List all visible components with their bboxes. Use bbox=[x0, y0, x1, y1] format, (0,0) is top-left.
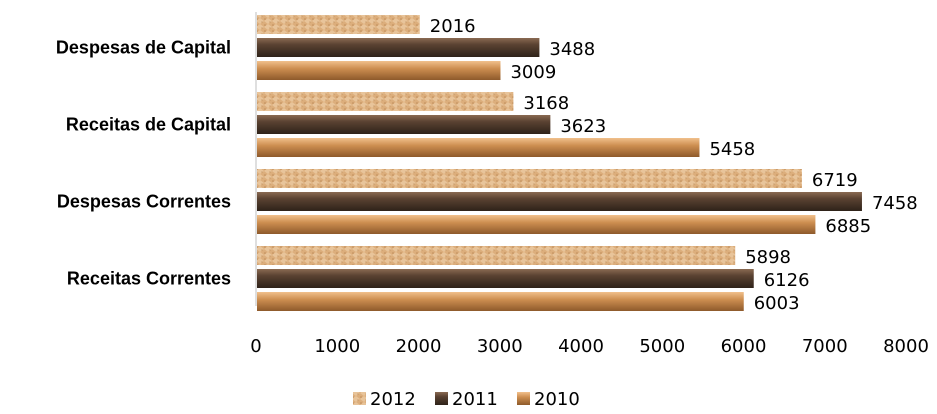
x-tick-label: 4000 bbox=[558, 336, 604, 357]
data-label: 2016 bbox=[430, 16, 476, 37]
legend-swatch bbox=[353, 392, 366, 405]
data-label: 6003 bbox=[754, 293, 800, 314]
x-tick-label: 2000 bbox=[396, 336, 442, 357]
x-tick-label: 6000 bbox=[721, 336, 767, 357]
x-tick-label: 8000 bbox=[883, 336, 929, 357]
data-label: 5458 bbox=[709, 139, 755, 160]
bar-2010 bbox=[257, 292, 744, 311]
data-label: 3168 bbox=[523, 93, 569, 114]
legend-swatch bbox=[435, 392, 448, 405]
x-tick-label: 7000 bbox=[802, 336, 848, 357]
legend-label: 2010 bbox=[534, 389, 580, 410]
legend-label: 2012 bbox=[370, 389, 416, 410]
x-tick-label: 3000 bbox=[477, 336, 523, 357]
bar-2010 bbox=[257, 215, 816, 234]
data-label: 6719 bbox=[812, 170, 858, 191]
data-label: 3623 bbox=[560, 116, 606, 137]
bar-2012 bbox=[257, 92, 514, 111]
x-tick-label: 1000 bbox=[314, 336, 360, 357]
category-label: Receitas de Capital bbox=[66, 115, 231, 135]
bar-2011 bbox=[257, 192, 862, 211]
data-label: 5898 bbox=[745, 247, 791, 268]
data-label: 3009 bbox=[510, 62, 556, 83]
bar-2012 bbox=[257, 246, 736, 265]
category-label: Receitas Correntes bbox=[67, 269, 231, 289]
data-label: 6885 bbox=[825, 216, 871, 237]
bar-2012 bbox=[257, 169, 802, 188]
bar-2011 bbox=[257, 115, 551, 134]
category-label: Despesas de Capital bbox=[56, 38, 231, 58]
bar-2012 bbox=[257, 15, 420, 34]
bar-2010 bbox=[257, 138, 700, 157]
legend-label: 2011 bbox=[452, 389, 498, 410]
data-label: 7458 bbox=[872, 193, 918, 214]
legend: 2012 2011 2010 bbox=[353, 389, 580, 410]
bar-2011 bbox=[257, 269, 754, 288]
bar-2010 bbox=[257, 61, 501, 80]
category-label: Despesas Correntes bbox=[57, 192, 231, 212]
x-tick-label: 5000 bbox=[639, 336, 685, 357]
bar-2011 bbox=[257, 38, 540, 57]
data-label: 3488 bbox=[549, 39, 595, 60]
data-label: 6126 bbox=[764, 270, 810, 291]
x-tick-label: 0 bbox=[250, 336, 261, 357]
legend-swatch bbox=[517, 392, 530, 405]
